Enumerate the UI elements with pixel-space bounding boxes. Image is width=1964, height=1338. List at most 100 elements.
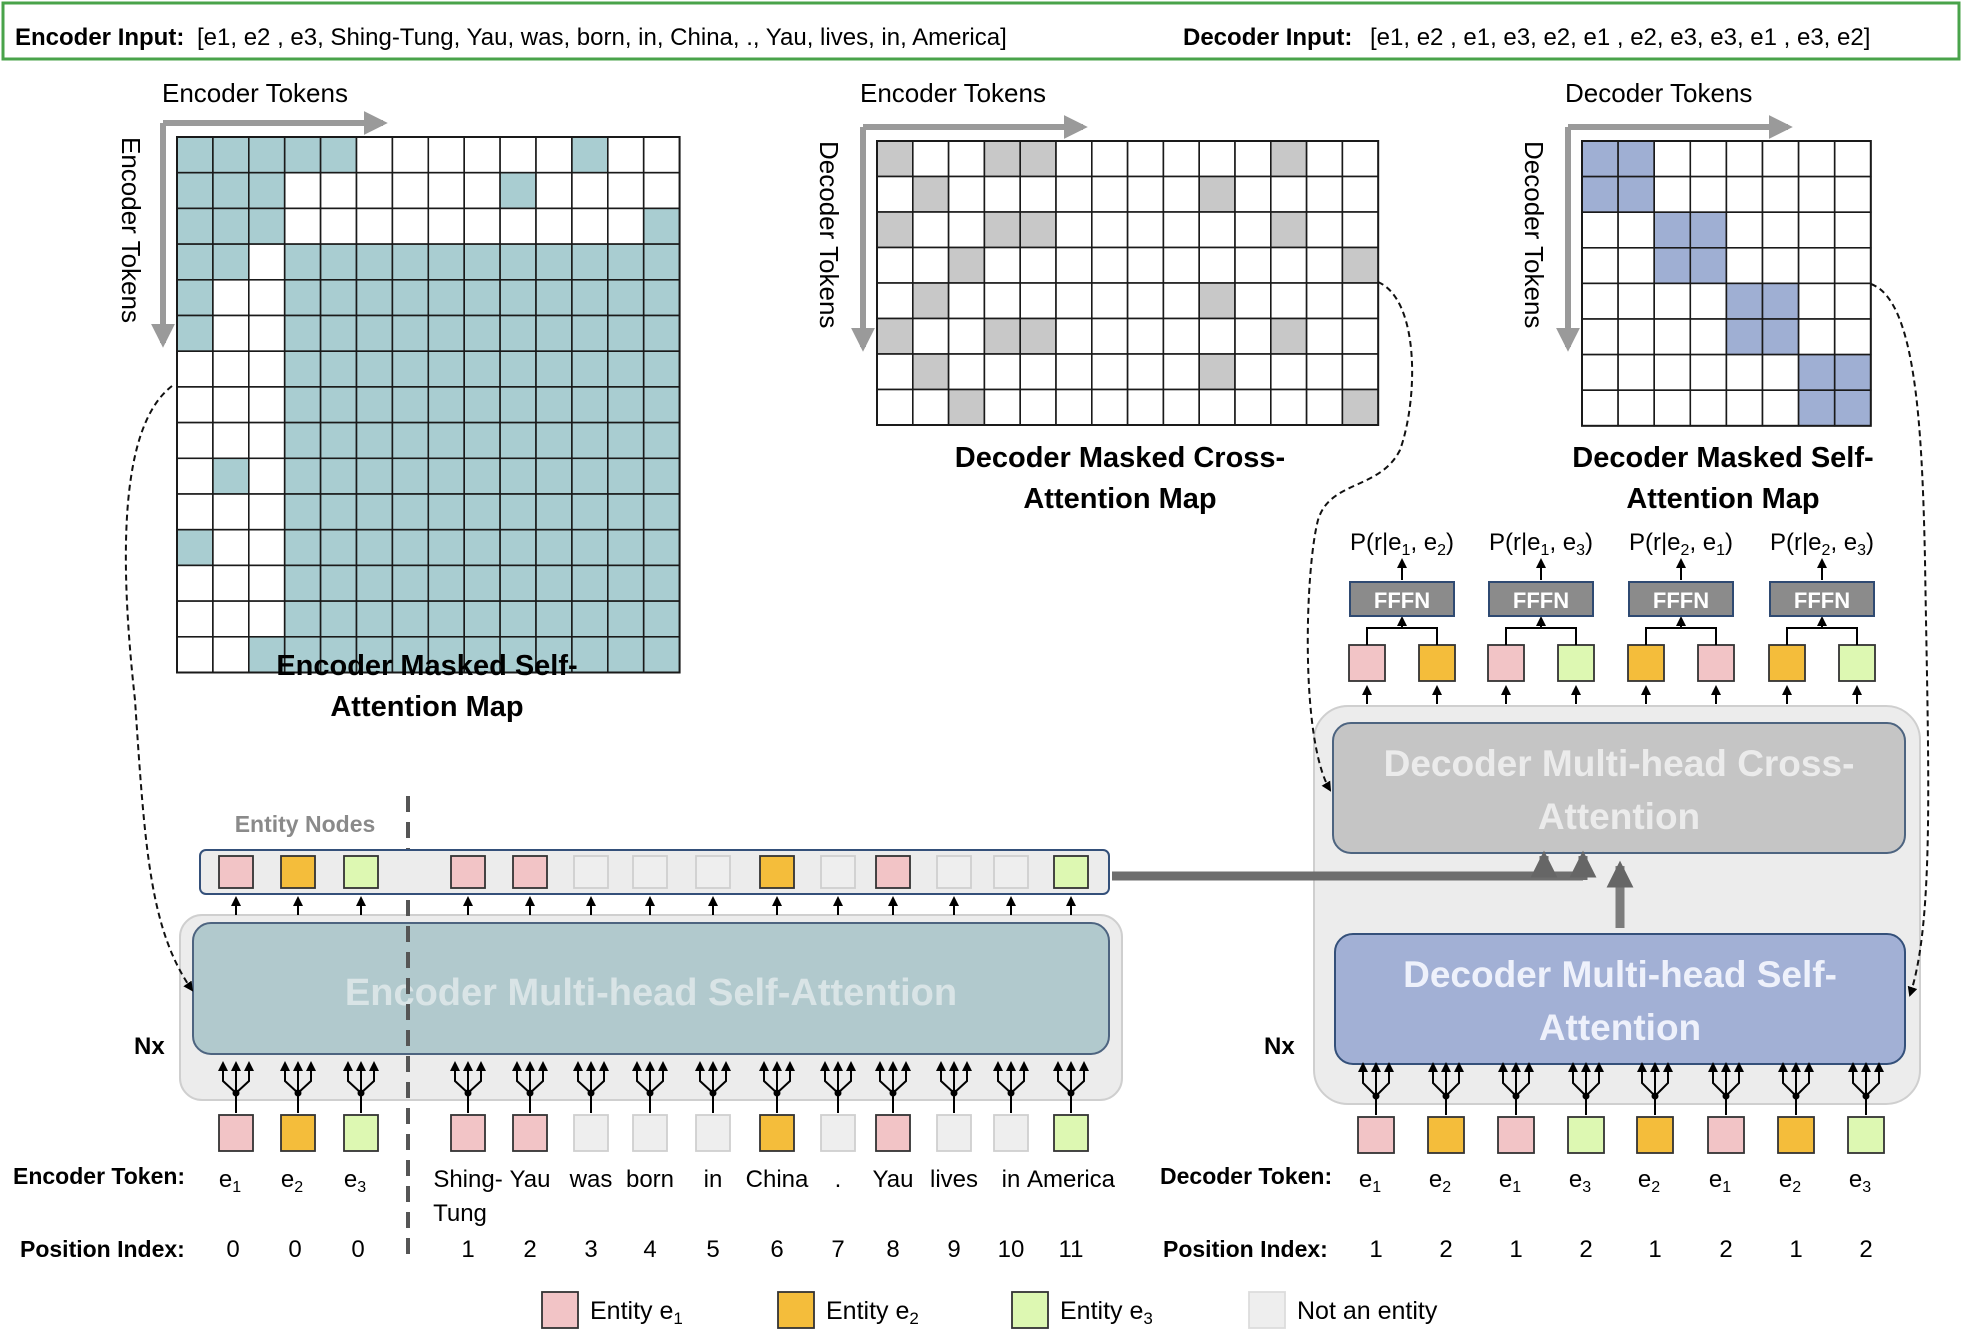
encoder-map-cell [212, 314, 250, 353]
encoder-map-cell [535, 564, 573, 602]
encoder-map-cell [176, 528, 214, 567]
encoder-input-arrow [695, 1061, 714, 1094]
decoder-input-arrow [1498, 1062, 1517, 1097]
encoder-input-arrow [573, 1061, 592, 1094]
encoder-input-node [280, 1114, 316, 1152]
cross-map-cell [1341, 353, 1380, 391]
decoder-map-link [1870, 283, 1930, 997]
decoder-position-index: 1 [1789, 1236, 1802, 1263]
cross-map-cell [876, 388, 914, 426]
cross-map-cell [1091, 175, 1129, 213]
encoder-map-cell [176, 386, 214, 424]
encoder-input-arrow [467, 1061, 486, 1094]
encoder-map-cell [571, 243, 609, 281]
legend-swatch-e3 [1011, 1291, 1049, 1329]
encoder-map-cell [571, 421, 609, 460]
encoder-token-text: e1 [219, 1166, 241, 1196]
ffn-input-node [1768, 644, 1806, 682]
cross-map-cell [1341, 317, 1380, 355]
encoder-map-cell [248, 350, 286, 388]
cross-map-cell [983, 282, 1022, 320]
decoder-position-index: 2 [1719, 1236, 1732, 1263]
decoder-input-arrow [1708, 1062, 1727, 1097]
cross-map-cell [876, 353, 914, 391]
encoder-map-cell [212, 564, 250, 602]
encoder-token-text: America [1027, 1166, 1116, 1193]
cross-map-cell [1162, 317, 1201, 355]
encoder-map-cell [571, 457, 609, 495]
relation-probability-label: P(r|e1, e3) [1489, 529, 1593, 559]
decoder-input-arrow [1778, 1062, 1797, 1097]
decoder-map-y-label: Decoder Tokens [1519, 141, 1549, 328]
ffn-label: FFFN [1374, 588, 1430, 613]
decoder-input-label: Decoder Input: [1183, 24, 1352, 51]
encoder-map-cell [499, 386, 537, 424]
cross-map-cell [983, 353, 1022, 391]
decoder-input-arrow [1445, 1062, 1464, 1097]
decoder-position-index: 1 [1369, 1236, 1382, 1263]
encoder-input-arrow [1010, 1061, 1029, 1094]
encoder-input-junction [1067, 1089, 1075, 1097]
decoder-map-grid [1581, 140, 1872, 427]
cross-map-cell [1270, 175, 1308, 213]
cross-map-cell [1234, 353, 1272, 391]
cross-map-cell [1019, 317, 1057, 355]
encoder-input-node [993, 1114, 1029, 1152]
encoder-map-cell [248, 493, 286, 531]
decoder-cross-label-line2: Attention [1538, 796, 1700, 837]
encoder-output-node [1053, 855, 1089, 889]
encoder-map-cell [606, 528, 645, 567]
encoder-map-cell [212, 171, 250, 210]
encoder-output-node [820, 855, 856, 889]
encoder-map-cell [499, 314, 537, 353]
cross-map-cell [1091, 353, 1129, 391]
encoder-input-node [450, 1114, 486, 1152]
encoder-map-cell [499, 278, 537, 317]
encoder-input-node [875, 1114, 911, 1152]
encoder-token-text: Shing- [433, 1166, 502, 1193]
decoder-token-text: e1 [1359, 1166, 1381, 1196]
encoder-input-arrow [529, 1061, 548, 1094]
decoder-map-cell [1797, 247, 1836, 285]
encoder-input-arrow [759, 1061, 778, 1094]
decoder-input-arrow [1865, 1062, 1884, 1097]
decoder-map-cell [1617, 389, 1655, 427]
encoder-map-cell [319, 207, 358, 245]
encoder-map-cell [535, 600, 573, 638]
encoder-map-cell [212, 635, 250, 674]
encoder-map-cell [355, 600, 394, 638]
header-bar [1, 1, 1961, 61]
relation-probability-label: P(r|e2, e3) [1770, 529, 1874, 559]
decoder-cross-label-line1: Decoder Multi-head Cross- [1384, 743, 1855, 784]
decoder-position-index: 1 [1648, 1236, 1661, 1263]
legend-label-e2: Entity e2 [826, 1297, 919, 1328]
encoder-map-cell [391, 421, 430, 460]
encoder-map-cell [391, 350, 430, 388]
encoder-map-cell [283, 386, 322, 424]
decoder-input-junction [1372, 1092, 1380, 1100]
cross-map-cell [1270, 388, 1308, 426]
legend-swatch-e1 [541, 1291, 579, 1329]
encoder-map-cell [606, 243, 645, 281]
decoder-input-junction [1792, 1092, 1800, 1100]
encoder-map-cell [606, 564, 645, 602]
decoder-map-cell [1581, 211, 1619, 249]
cross-map-cell [1198, 175, 1236, 213]
encoder-input-arrow [235, 1061, 254, 1094]
ffn-input-node [1348, 644, 1386, 682]
decoder-token-text: e1 [1709, 1166, 1731, 1196]
encoder-map-cell [427, 243, 465, 281]
encoder-map-cell [248, 314, 286, 353]
decoder-map-cell [1725, 353, 1764, 392]
cross-map-x-label: Encoder Tokens [860, 78, 1046, 108]
encoder-input-node [759, 1114, 795, 1152]
encoder-map-y-label: Encoder Tokens [116, 137, 146, 323]
cross-map-cell [1198, 353, 1236, 391]
decoder-map-cell [1653, 247, 1692, 285]
encoder-map-cell [355, 171, 394, 210]
cross-map-cell [1162, 211, 1201, 249]
encoder-input-node [695, 1114, 731, 1152]
encoder-token-text: China [746, 1166, 809, 1193]
cross-map-cell [1270, 317, 1308, 355]
encoder-input-arrow [712, 1061, 731, 1094]
